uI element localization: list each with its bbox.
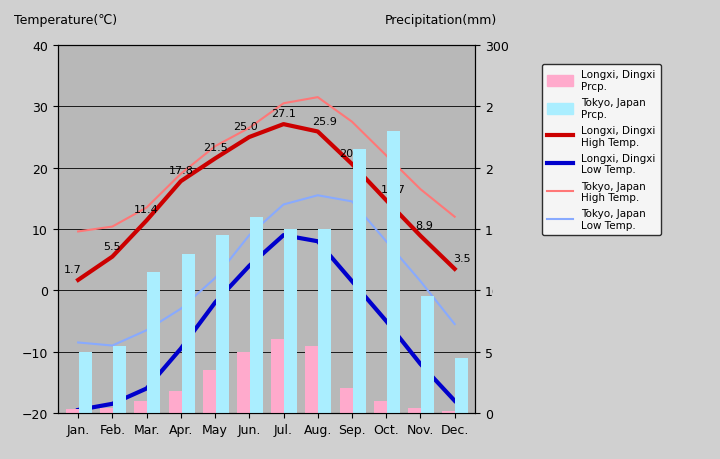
Longxi, Dingxi
High Temp. bbox=[108, 254, 117, 260]
Bar bbox=[284, 230, 297, 413]
Bar bbox=[374, 401, 387, 413]
Longxi, Dingxi
Low Temp. bbox=[245, 263, 253, 269]
Line: Tokyo, Japan
Low Temp.: Tokyo, Japan Low Temp. bbox=[78, 196, 454, 346]
Tokyo, Japan
Low Temp. bbox=[143, 328, 151, 333]
Bar bbox=[442, 411, 455, 413]
Tokyo, Japan
High Temp. bbox=[143, 205, 151, 211]
Text: 21.5: 21.5 bbox=[203, 143, 228, 153]
Longxi, Dingxi
High Temp. bbox=[245, 135, 253, 140]
Bar bbox=[387, 132, 400, 413]
Longxi, Dingxi
Low Temp. bbox=[108, 401, 117, 407]
Tokyo, Japan
Low Temp. bbox=[245, 233, 253, 238]
Longxi, Dingxi
High Temp. bbox=[74, 278, 83, 283]
Bar bbox=[100, 408, 113, 413]
Text: 8.9: 8.9 bbox=[415, 220, 433, 230]
Text: 5.5: 5.5 bbox=[104, 241, 121, 251]
Text: Temperature(℃): Temperature(℃) bbox=[14, 14, 117, 27]
Tokyo, Japan
Low Temp. bbox=[348, 199, 356, 205]
Tokyo, Japan
Low Temp. bbox=[211, 276, 220, 281]
Line: Longxi, Dingxi
Low Temp.: Longxi, Dingxi Low Temp. bbox=[78, 235, 454, 410]
Text: 11.4: 11.4 bbox=[134, 205, 159, 215]
Tokyo, Japan
Low Temp. bbox=[74, 340, 83, 346]
Longxi, Dingxi
Low Temp. bbox=[211, 300, 220, 306]
Bar bbox=[408, 408, 421, 413]
Text: 3.5: 3.5 bbox=[453, 253, 470, 263]
Tokyo, Japan
Low Temp. bbox=[108, 343, 117, 348]
Longxi, Dingxi
High Temp. bbox=[313, 129, 322, 135]
Bar bbox=[134, 401, 148, 413]
Tokyo, Japan
Low Temp. bbox=[450, 322, 459, 327]
Bar bbox=[66, 409, 78, 413]
Bar bbox=[181, 254, 194, 413]
Longxi, Dingxi
Low Temp. bbox=[450, 398, 459, 403]
Text: 14.7: 14.7 bbox=[381, 185, 405, 195]
Line: Longxi, Dingxi
High Temp.: Longxi, Dingxi High Temp. bbox=[78, 125, 454, 280]
Text: 25.0: 25.0 bbox=[233, 122, 258, 132]
Text: 17.8: 17.8 bbox=[168, 166, 193, 176]
Longxi, Dingxi
High Temp. bbox=[382, 198, 390, 203]
Longxi, Dingxi
Low Temp. bbox=[348, 279, 356, 284]
Longxi, Dingxi
High Temp. bbox=[450, 267, 459, 272]
Tokyo, Japan
High Temp. bbox=[450, 214, 459, 220]
Bar bbox=[318, 230, 331, 413]
Line: Tokyo, Japan
High Temp.: Tokyo, Japan High Temp. bbox=[78, 98, 454, 232]
Tokyo, Japan
Low Temp. bbox=[313, 193, 322, 199]
Text: 1.7: 1.7 bbox=[64, 264, 82, 274]
Longxi, Dingxi
Low Temp. bbox=[279, 233, 288, 238]
Longxi, Dingxi
Low Temp. bbox=[416, 361, 425, 367]
Bar bbox=[353, 150, 366, 413]
Text: 20.6: 20.6 bbox=[340, 149, 364, 159]
Tokyo, Japan
Low Temp. bbox=[382, 239, 390, 245]
Bar bbox=[203, 370, 216, 413]
Tokyo, Japan
High Temp. bbox=[176, 172, 185, 177]
Bar bbox=[271, 340, 284, 413]
Longxi, Dingxi
Low Temp. bbox=[313, 239, 322, 245]
Tokyo, Japan
High Temp. bbox=[416, 187, 425, 192]
Tokyo, Japan
High Temp. bbox=[211, 144, 220, 150]
Bar bbox=[237, 352, 250, 413]
Longxi, Dingxi
High Temp. bbox=[176, 179, 185, 185]
Text: 25.9: 25.9 bbox=[312, 116, 337, 126]
Bar bbox=[250, 217, 263, 413]
Tokyo, Japan
High Temp. bbox=[245, 126, 253, 131]
Bar bbox=[455, 358, 468, 413]
Tokyo, Japan
High Temp. bbox=[348, 120, 356, 125]
Longxi, Dingxi
Low Temp. bbox=[74, 407, 83, 413]
Longxi, Dingxi
Low Temp. bbox=[382, 319, 390, 324]
Longxi, Dingxi
High Temp. bbox=[211, 157, 220, 162]
Text: 27.1: 27.1 bbox=[271, 109, 296, 119]
Legend: Longxi, Dingxi
Prcp., Tokyo, Japan
Prcp., Longxi, Dingxi
High Temp., Longxi, Din: Longxi, Dingxi Prcp., Tokyo, Japan Prcp.… bbox=[541, 65, 661, 236]
Bar bbox=[340, 389, 353, 413]
Bar bbox=[78, 352, 92, 413]
Tokyo, Japan
High Temp. bbox=[313, 95, 322, 101]
Bar bbox=[216, 235, 229, 413]
Bar bbox=[113, 346, 126, 413]
Tokyo, Japan
Low Temp. bbox=[416, 279, 425, 284]
Tokyo, Japan
High Temp. bbox=[382, 153, 390, 159]
Tokyo, Japan
Low Temp. bbox=[176, 306, 185, 312]
Bar bbox=[168, 391, 181, 413]
Longxi, Dingxi
High Temp. bbox=[143, 218, 151, 224]
Longxi, Dingxi
High Temp. bbox=[279, 122, 288, 128]
Text: Precipitation(mm): Precipitation(mm) bbox=[385, 14, 498, 27]
Longxi, Dingxi
High Temp. bbox=[348, 162, 356, 168]
Longxi, Dingxi
High Temp. bbox=[416, 234, 425, 239]
Longxi, Dingxi
Low Temp. bbox=[143, 386, 151, 392]
Tokyo, Japan
High Temp. bbox=[279, 101, 288, 107]
Tokyo, Japan
High Temp. bbox=[108, 224, 117, 230]
Tokyo, Japan
Low Temp. bbox=[279, 202, 288, 208]
Bar bbox=[148, 272, 161, 413]
Bar bbox=[421, 297, 434, 413]
Tokyo, Japan
High Temp. bbox=[74, 229, 83, 235]
Longxi, Dingxi
Low Temp. bbox=[176, 346, 185, 352]
Bar bbox=[305, 346, 318, 413]
